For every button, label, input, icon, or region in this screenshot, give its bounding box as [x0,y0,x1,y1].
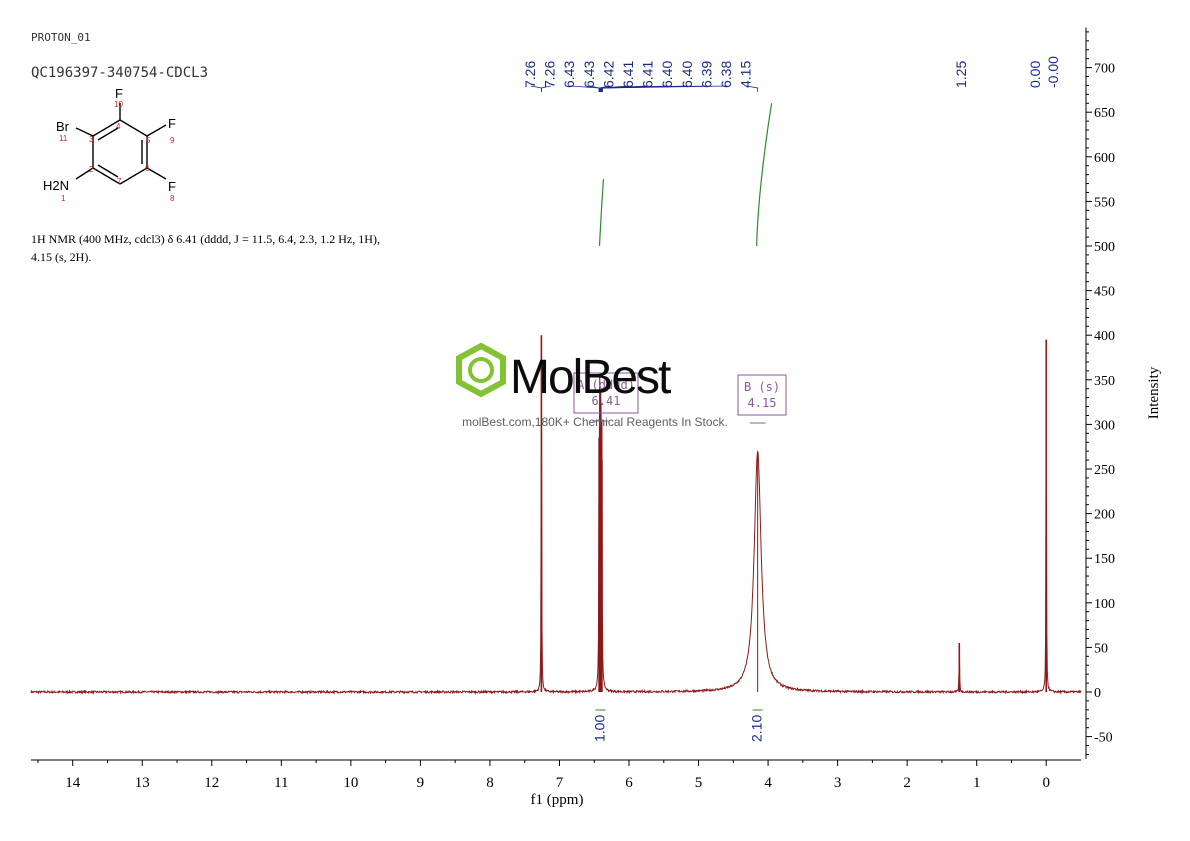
multiplet-box [573,372,639,414]
peak-label: 0.00 [1027,61,1043,88]
atom-number: 4 [116,122,121,131]
watermark-brand: MolBest [510,351,671,404]
atom-number: 5 [146,136,151,145]
y-tick-label: -50 [1094,731,1113,746]
atom-label-f: F [115,86,123,101]
x-tick-label: 6 [625,775,633,791]
peak-label: 6.39 [698,61,714,88]
peak-label: 4.15 [738,61,754,88]
peak-label: 6.40 [679,61,695,88]
x-tick-label: 5 [695,775,703,791]
x-tick-label: 7 [556,775,564,791]
atom-number: 3 [89,135,94,144]
atom-numbers: 10 11 3 4 5 9 2 7 6 1 8 [59,100,175,203]
peak-label: 6.40 [659,61,675,88]
atom-number: 8 [170,194,175,203]
y-axis-title: Intensity [1146,366,1162,419]
peak-label-connector [540,85,551,92]
y-tick-label: 700 [1094,62,1115,77]
peak-label-connector [602,85,728,92]
benzene-ring [75,103,167,185]
atom-number: 7 [117,177,122,186]
sample-id: QC196397-340754-CDCL3 [31,65,208,81]
atom-number: 1 [61,194,66,203]
integral-curve [598,179,605,247]
x-tick-label: 11 [274,775,288,791]
peak-label: 1.25 [953,61,969,88]
atom-number: 2 [89,165,94,174]
atom-number: 6 [145,164,150,173]
multiplet-boxes: A (dddd) 6.41 B (s) 4.15 [573,372,787,424]
integral-curves [598,103,773,247]
nmr-description-line-2: 4.15 (s, 2H). [31,250,91,264]
peak-label-connector [746,85,759,92]
x-tick-label: 9 [417,775,425,791]
peak-label: 6.42 [600,61,616,88]
x-tick-label: 8 [486,775,494,791]
molbest-logo-icon [456,342,506,398]
peak-labels: 7.26 7.26 6.43 6.43 6.42 6.41 6.41 6.40 6.40 6.39… [522,56,1061,92]
multiplet-name: A (dddd) [577,378,635,392]
y-tick-label: 650 [1094,106,1115,121]
y-tick-label: 250 [1094,463,1115,478]
peak-label: 6.38 [718,61,734,88]
peak-label: -0.00 [1045,56,1061,88]
x-tick-label: 4 [764,775,772,791]
peak-label-connector [599,85,610,92]
y-tick-label: 500 [1094,240,1115,255]
y-tick-label: 0 [1094,686,1101,701]
atom-label-nh2: H2N [43,178,69,193]
x-tick-label: 12 [204,775,219,791]
x-axis-title: f1 (ppm) [531,792,584,808]
watermark-tagline: molBest.com,180K+ Chemical Reagents In S… [462,415,728,429]
multiplet-shift: 6.41 [592,394,621,408]
y-tick-label: 450 [1094,285,1115,300]
peak-label: 6.43 [561,61,577,88]
atom-number: 9 [170,136,175,145]
peak-label-connector [589,85,600,92]
atom-label-f: F [168,179,176,194]
multiplet-name: B (s) [744,380,780,394]
peak-label: 6.41 [640,61,656,88]
y-tick-label: 550 [1094,195,1115,210]
x-axis: 14 13 12 11 10 9 8 7 6 5 4 3 2 1 0 [31,759,1081,791]
integral-labels: 1.00 2.10 [592,709,765,742]
y-tick-label: 400 [1094,329,1115,344]
atom-label-f: F [168,116,176,131]
atom-label-br: Br [56,119,70,134]
x-tick-label: 14 [65,775,81,791]
y-tick-label: 100 [1094,597,1115,612]
y-axis: -50 0 50 100 150 200 250 300 350 400 450 500 550 600 6… [1085,27,1115,759]
integral-curve [756,103,773,247]
multiplet-shift: 4.15 [748,396,777,410]
y-tick-label: 300 [1094,418,1115,433]
spectrum-line [30,374,1082,695]
x-tick-label: 1 [973,775,981,791]
atom-number: 11 [59,134,68,143]
atom-number: 10 [114,100,123,109]
watermark: MolBest molBest.com,180K+ Chemical Reage… [456,342,728,429]
x-tick-label: 0 [1042,775,1050,791]
peak-label: 6.41 [620,61,636,88]
y-tick-label: 600 [1094,151,1115,166]
y-tick-label: 200 [1094,508,1115,523]
y-tick-label: 50 [1094,641,1108,656]
peak-label: 6.43 [581,61,597,88]
chemical-structure: F F F Br H2N 10 11 3 4 5 9 2 7 6 1 8 [43,86,176,203]
multiplet-box [737,374,787,416]
x-tick-label: 2 [903,775,911,791]
spectrum-trace [30,335,1082,695]
x-tick-label: 3 [834,775,842,791]
y-tick-label: 350 [1094,374,1115,389]
x-tick-label: 10 [343,775,358,791]
integral-value: 2.10 [749,715,765,742]
peak-label: 7.26 [522,61,538,88]
nmr-description-line-1: 1H NMR (400 MHz, cdcl3) δ 6.41 (dddd, J … [31,232,380,246]
y-tick-label: 150 [1094,552,1115,567]
peak-label: 7.26 [542,61,558,88]
x-tick-label: 13 [135,775,150,791]
experiment-title: PROTON_01 [31,31,91,44]
integral-value: 1.00 [592,715,608,742]
